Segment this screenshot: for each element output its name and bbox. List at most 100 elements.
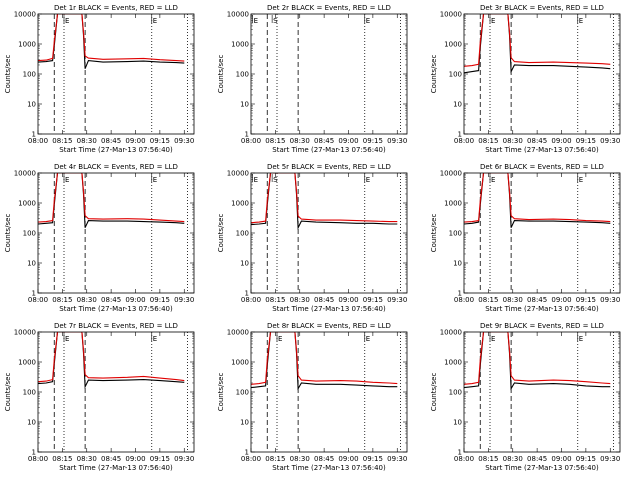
plot-frame [463,172,621,294]
lld-series-line [38,173,185,223]
flag-label: S [273,17,278,25]
x-tick-label: 08:30 [503,137,523,145]
flag-label: E [254,17,258,25]
y-tick-label: 10 [27,419,36,427]
x-tick-label: 08:00 [241,296,261,304]
y-tick-label: 1000 [444,200,462,208]
x-tick-label: 08:15 [478,137,498,145]
x-axis-label: Start Time (27-Mar-13 07:56:40) [485,464,599,472]
chart-panel-9: E E 1 10 100 1000 10000 08:00 08:15 08:30 08:45 09:… [430,322,621,472]
panel-title: Det 7r BLACK = Events, RED = LLD [54,322,178,330]
events-series-line [464,332,611,391]
x-tick-label: 08:00 [241,137,261,145]
lld-series-line [464,332,611,385]
chart-panel-5: E S E 1 10 100 1000 10000 08:00 08:15 08:30 08:45 09… [217,163,408,313]
events-series-line [251,332,398,391]
x-tick-label: 09:30 [174,137,194,145]
y-tick-label: 100 [449,71,462,79]
flag-label: E [153,17,157,25]
x-axis-label: Start Time (27-Mar-13 07:56:40) [485,146,599,154]
x-tick-label: 08:45 [527,455,547,463]
y-tick-label: 10 [240,101,249,109]
x-axis-label: Start Time (27-Mar-13 07:56:40) [272,305,386,313]
x-tick-label: 08:30 [77,296,97,304]
y-tick-label: 100 [23,71,36,79]
chart-panel-8: E E 1 10 100 1000 10000 08:00 08:15 08:30 08:45 09:… [217,322,408,472]
y-tick-label: 100 [449,230,462,238]
x-tick-label: 08:45 [314,455,334,463]
x-tick-label: 08:30 [290,296,310,304]
x-axis-label: Start Time (27-Mar-13 07:56:40) [485,305,599,313]
flag-label: S [273,176,278,184]
plot-frame [37,331,195,453]
x-tick-label: 09:00 [125,137,145,145]
y-tick-label: 1 [458,290,462,298]
y-axis-label: Counts/sec [430,373,438,412]
x-tick-label: 09:15 [363,296,383,304]
x-tick-label: 08:15 [265,296,285,304]
x-tick-label: 08:30 [503,296,523,304]
y-tick-label: 10 [240,419,249,427]
y-tick-label: 10000 [440,170,462,178]
x-tick-label: 08:45 [527,296,547,304]
x-tick-label: 08:45 [101,137,121,145]
x-tick-label: 09:30 [387,137,407,145]
x-tick-label: 09:30 [387,296,407,304]
y-tick-label: 1 [458,131,462,139]
events-series-line [464,14,611,74]
flag-label: E [278,335,282,343]
x-tick-label: 09:15 [576,455,596,463]
x-axis-label: Start Time (27-Mar-13 07:56:40) [272,146,386,154]
x-tick-label: 09:15 [576,296,596,304]
flag-label: E [366,335,370,343]
lld-series-line [464,173,611,223]
panel-title: Det 9r BLACK = Events, RED = LLD [480,322,604,330]
x-tick-label: 08:30 [77,137,97,145]
x-tick-label: 08:15 [265,455,285,463]
flag-label: E [65,176,69,184]
flag-label: E [491,17,495,25]
x-tick-label: 08:45 [101,455,121,463]
x-tick-label: 08:45 [314,296,334,304]
x-tick-label: 08:15 [52,455,72,463]
x-tick-label: 09:30 [174,296,194,304]
plot-frame [463,13,621,135]
y-tick-label: 100 [449,389,462,397]
flag-label: E [491,176,495,184]
flag-label: E [366,176,370,184]
y-axis-label: Counts/sec [217,214,225,253]
panel-title: Det 6r BLACK = Events, RED = LLD [480,163,604,171]
y-tick-label: 1000 [444,41,462,49]
plot-frame [37,13,195,135]
x-tick-label: 08:15 [478,455,498,463]
y-tick-label: 10000 [440,329,462,337]
x-tick-label: 09:00 [551,296,571,304]
y-tick-label: 1 [32,449,36,457]
y-axis-label: Counts/sec [4,55,12,94]
y-tick-label: 10 [453,260,462,268]
y-tick-label: 10 [453,101,462,109]
x-tick-label: 08:00 [241,455,261,463]
x-axis-label: Start Time (27-Mar-13 07:56:40) [59,464,173,472]
x-tick-label: 09:00 [338,137,358,145]
x-tick-label: 08:00 [28,137,48,145]
y-tick-label: 100 [23,389,36,397]
y-tick-label: 10 [27,101,36,109]
x-tick-label: 08:15 [478,296,498,304]
y-tick-label: 1000 [18,41,36,49]
flag-label: E [579,335,583,343]
y-tick-label: 1 [32,131,36,139]
x-tick-label: 09:00 [125,455,145,463]
flag-label: E [65,335,69,343]
x-tick-label: 08:15 [52,137,72,145]
y-tick-label: 1000 [444,359,462,367]
y-axis-label: Counts/sec [217,55,225,94]
x-tick-label: 09:00 [338,455,358,463]
x-axis-label: Start Time (27-Mar-13 07:56:40) [272,464,386,472]
panel-title: Det 4r BLACK = Events, RED = LLD [54,163,178,171]
y-tick-label: 1000 [18,200,36,208]
events-series-line [38,14,185,69]
x-tick-label: 09:00 [551,137,571,145]
x-tick-label: 09:30 [174,455,194,463]
